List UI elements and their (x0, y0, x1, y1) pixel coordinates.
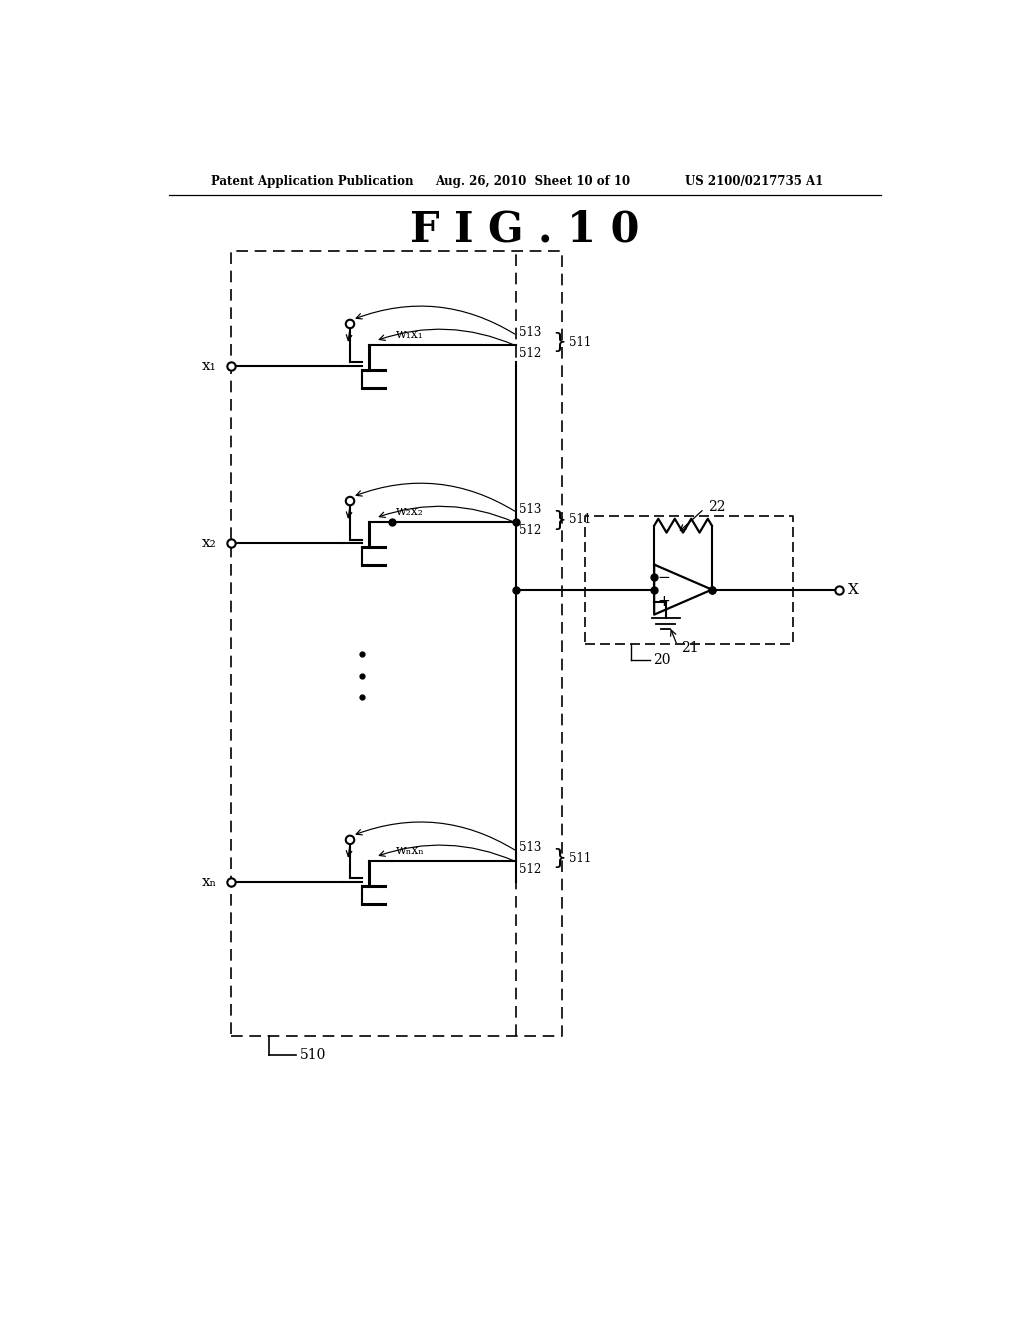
Text: US 2100/0217735 A1: US 2100/0217735 A1 (685, 176, 823, 187)
Text: }: } (552, 510, 566, 529)
Text: x₂: x₂ (202, 536, 217, 550)
Text: Aug. 26, 2010  Sheet 10 of 10: Aug. 26, 2010 Sheet 10 of 10 (435, 176, 630, 187)
Text: w₂x₂: w₂x₂ (396, 506, 424, 517)
Text: 511: 511 (569, 335, 592, 348)
Text: 511: 511 (569, 851, 592, 865)
Text: 20: 20 (652, 653, 670, 668)
Text: F I G . 1 0: F I G . 1 0 (410, 209, 640, 251)
Text: wₙxₙ: wₙxₙ (396, 843, 425, 857)
Text: 511: 511 (569, 513, 592, 527)
Text: 512: 512 (519, 863, 542, 876)
Text: }: } (552, 849, 566, 869)
Text: Patent Application Publication: Patent Application Publication (211, 176, 414, 187)
Text: 512: 512 (519, 347, 542, 360)
Text: X: X (848, 582, 859, 597)
Text: xₙ: xₙ (202, 875, 217, 890)
Text: 21: 21 (681, 640, 698, 655)
Text: 513: 513 (519, 841, 542, 854)
Text: 513: 513 (519, 326, 542, 339)
Text: −: − (657, 570, 670, 585)
Text: 510: 510 (300, 1048, 327, 1063)
Text: 512: 512 (519, 524, 542, 537)
Text: 22: 22 (708, 500, 726, 515)
Text: +: + (657, 594, 670, 610)
Circle shape (346, 319, 354, 329)
Text: w₁x₁: w₁x₁ (396, 327, 424, 341)
Text: 513: 513 (519, 503, 542, 516)
Text: }: } (552, 333, 566, 352)
Text: x₁: x₁ (202, 359, 217, 374)
Circle shape (346, 496, 354, 506)
Circle shape (346, 836, 354, 843)
